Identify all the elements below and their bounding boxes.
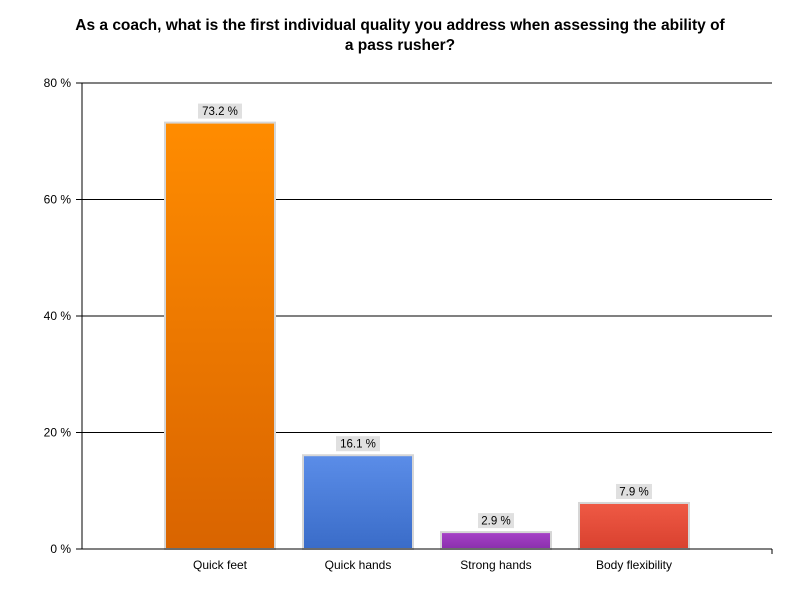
axes: 0 % 20 % 40 % 60 % 80 % Quick feet Quick hands… [44, 76, 773, 572]
data-label: 73.2 % [202, 106, 238, 118]
data-label-bg [616, 483, 652, 499]
bar-quick-hands [302, 454, 414, 550]
x-tick-label: Body flexibility [596, 558, 672, 572]
bars [164, 121, 690, 551]
y-tick-label: 40 % [44, 309, 72, 323]
data-label-bg [336, 436, 380, 452]
x-tick-label: Quick hands [325, 558, 392, 572]
chart-title-line-2: a pass rusher? [344, 37, 456, 54]
x-tick-label: Strong hands [460, 558, 531, 572]
y-tick-label: 60 % [44, 193, 72, 207]
data-label-bg [478, 513, 514, 529]
x-tick-label: Quick feet [193, 558, 248, 572]
data-label: 2.9 % [481, 516, 510, 528]
y-tick-label: 0 % [50, 542, 71, 556]
bar-body-flexibility [578, 501, 690, 551]
y-tick-label: 80 % [44, 76, 72, 90]
data-label: 7.9 % [619, 486, 648, 498]
data-label: 16.1 % [340, 439, 376, 451]
bar-quick-feet [164, 121, 276, 551]
chart-title: As a coach, what is the first individual… [40, 16, 760, 56]
y-tick-label: 20 % [44, 426, 72, 440]
data-labels: 73.2 % 16.1 % 2.9 % 7.9 % [198, 103, 652, 529]
bar-strong-hands [440, 531, 552, 550]
data-label-bg [198, 103, 242, 119]
chart-title-line-1: As a coach, what is the first individual… [75, 17, 725, 34]
